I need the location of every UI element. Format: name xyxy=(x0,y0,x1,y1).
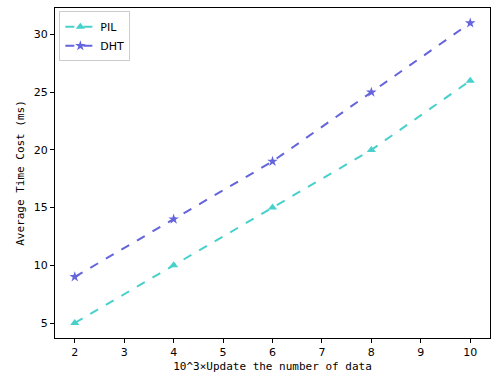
svg-text:7: 7 xyxy=(318,346,325,359)
svg-text:4: 4 xyxy=(170,346,177,359)
svg-text:25: 25 xyxy=(34,86,48,99)
svg-text:DHT: DHT xyxy=(100,40,124,53)
svg-text:6: 6 xyxy=(269,346,276,359)
svg-text:Average Time Cost (ms): Average Time Cost (ms) xyxy=(14,100,27,246)
svg-text:9: 9 xyxy=(417,346,424,359)
svg-text:15: 15 xyxy=(34,201,48,214)
svg-text:10^3×Update the number of data: 10^3×Update the number of data xyxy=(173,360,372,373)
svg-text:30: 30 xyxy=(34,28,48,41)
svg-text:5: 5 xyxy=(220,346,227,359)
svg-text:10: 10 xyxy=(34,259,48,272)
svg-text:20: 20 xyxy=(34,144,48,157)
svg-text:PIL: PIL xyxy=(100,21,117,34)
svg-text:3: 3 xyxy=(121,346,128,359)
svg-text:5: 5 xyxy=(41,317,48,330)
svg-text:10: 10 xyxy=(463,346,477,359)
svg-text:2: 2 xyxy=(71,346,78,359)
svg-text:8: 8 xyxy=(368,346,375,359)
